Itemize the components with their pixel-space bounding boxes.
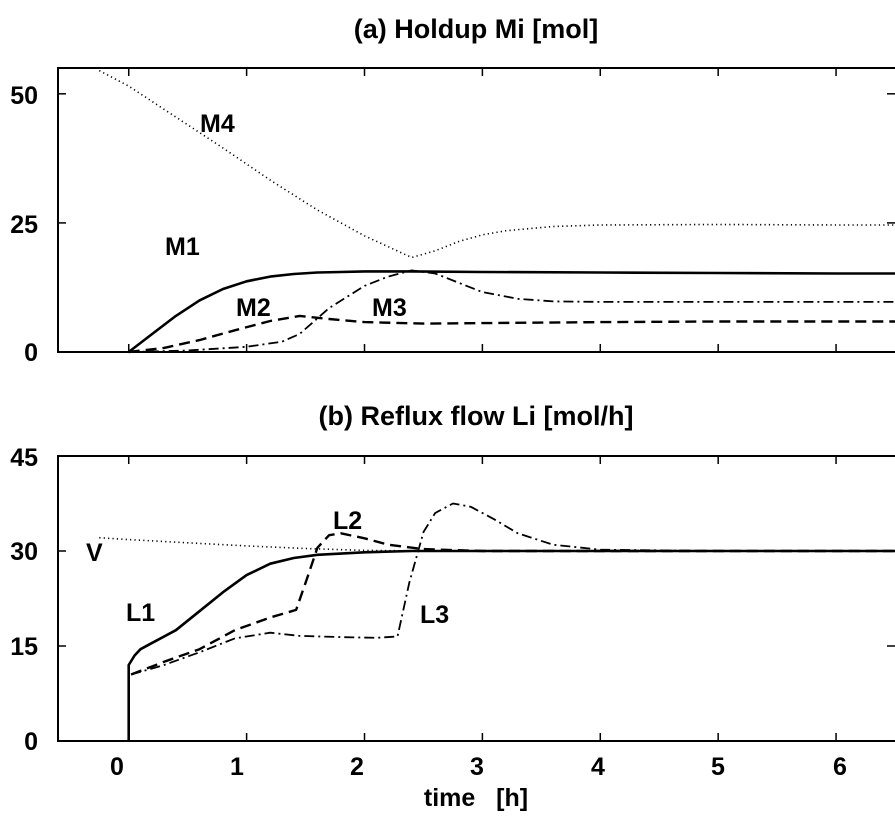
- x-tick-label-3: 3: [470, 753, 484, 781]
- series-label-l1: L1: [126, 599, 155, 627]
- x-tick-label-1: 1: [230, 753, 244, 781]
- series-line-l2: [130, 532, 895, 676]
- x-tick-label-6: 6: [833, 753, 847, 781]
- series-label-l3: L3: [420, 601, 449, 629]
- panel-a-title: (a) Holdup Mi [mol]: [354, 14, 598, 44]
- panel-b-ticks: [58, 455, 895, 742]
- x-tick-label-0: 0: [110, 753, 124, 781]
- series-line-l3: [130, 502, 895, 676]
- series-label-v: V: [86, 539, 103, 567]
- series-line-m3: [128, 269, 895, 353]
- series-label-m2: M2: [236, 294, 271, 322]
- x-tick-label-4: 4: [591, 753, 605, 781]
- series-line-m1: [127, 270, 895, 354]
- panel-b-title: (b) Reflux flow Li [mol/h]: [319, 401, 634, 431]
- series-line-v: [99, 536, 895, 552]
- panel-a-ticks: [58, 68, 895, 353]
- panel-a-holdup: (a) Holdup Mi [mol] 0 25 50 M4 M1 M2 M3: [10, 14, 895, 367]
- panel-b-ytick-label-30: 30: [10, 538, 38, 566]
- panel-a-ytick-label-50: 50: [10, 82, 38, 110]
- panel-a-axes-frame: [57, 67, 895, 353]
- series-line-m4: [98, 69, 895, 259]
- series-line-l1: [127, 549, 895, 741]
- series-label-m1: M1: [165, 233, 200, 261]
- panel-b-axes-frame: [57, 455, 895, 742]
- x-tick-label-2: 2: [350, 753, 364, 781]
- panel-b-reflux-flow: (b) Reflux flow Li [mol/h] 0 15 30 45 0 …: [10, 401, 895, 812]
- series-label-l2: L2: [333, 507, 362, 535]
- panel-a-series: [98, 69, 895, 354]
- panel-a-ytick-label-0: 0: [24, 339, 38, 367]
- panel-b-series: [99, 502, 895, 741]
- panel-b-ytick-label-45: 45: [10, 444, 38, 472]
- x-tick-label-5: 5: [711, 753, 725, 781]
- x-axis-label: time [h]: [424, 784, 528, 812]
- panel-b-ytick-label-0: 0: [24, 728, 38, 756]
- series-line-m2: [128, 314, 895, 354]
- series-label-m4: M4: [200, 110, 235, 138]
- panel-b-ytick-label-15: 15: [10, 633, 38, 661]
- series-label-m3: M3: [372, 294, 407, 322]
- panel-a-ytick-label-25: 25: [10, 211, 38, 239]
